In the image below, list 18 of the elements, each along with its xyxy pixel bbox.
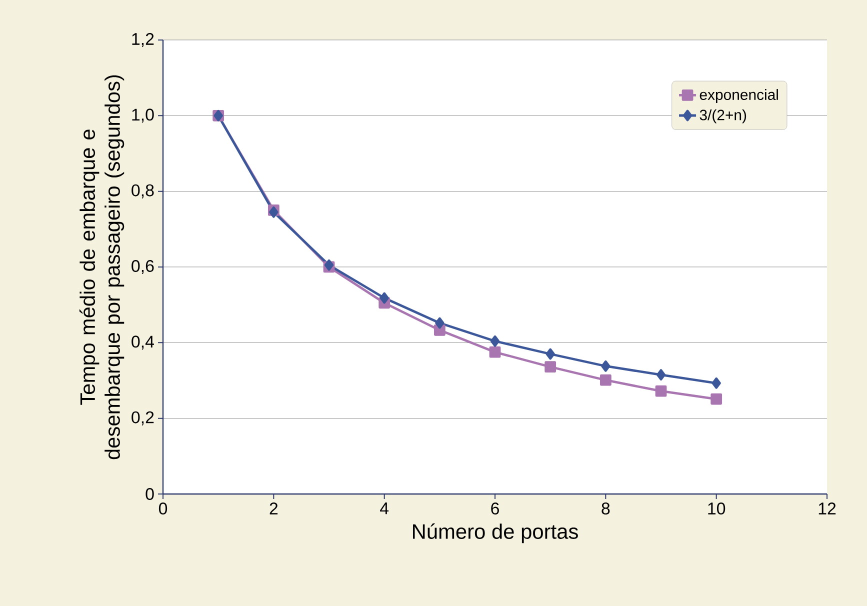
x-tick-label: 12: [818, 502, 836, 514]
legend-label: 3/(2+n): [700, 109, 746, 124]
y-tick-label: 0,2: [132, 411, 154, 426]
x-tick-label: 10: [708, 502, 726, 515]
y-tick-label: 0,4: [132, 336, 154, 350]
x-tick-label: 0: [158, 502, 168, 515]
y-tick-label: 0,6: [132, 260, 154, 274]
legend-label: exponencial: [700, 89, 778, 103]
x-tick-label: 2: [270, 502, 278, 514]
y-tick-label: 0: [146, 488, 154, 500]
y-tick-label: 1,0: [132, 108, 154, 123]
y-tick-label: 0,8: [132, 184, 154, 198]
x-tick-label: 8: [602, 502, 610, 515]
y-tick-label: 1,2: [132, 32, 154, 47]
y-axis-title: Tempo médio de embarque e desembarque por passageiro (segundos): [79, 75, 124, 460]
x-tick-label: 4: [380, 502, 389, 514]
x-tick-label: 6: [491, 502, 499, 515]
x-axis-title: Número de portas: [413, 523, 578, 544]
